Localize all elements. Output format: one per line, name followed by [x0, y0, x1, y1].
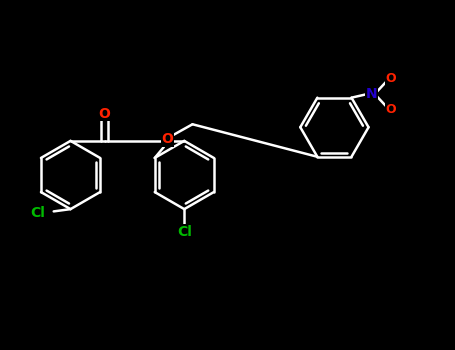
- Text: O: O: [386, 72, 396, 85]
- Text: N: N: [366, 87, 378, 101]
- Text: O: O: [99, 106, 111, 120]
- Text: O: O: [386, 104, 396, 117]
- Text: O: O: [162, 132, 173, 146]
- Text: Cl: Cl: [177, 225, 192, 239]
- Text: Cl: Cl: [30, 206, 46, 220]
